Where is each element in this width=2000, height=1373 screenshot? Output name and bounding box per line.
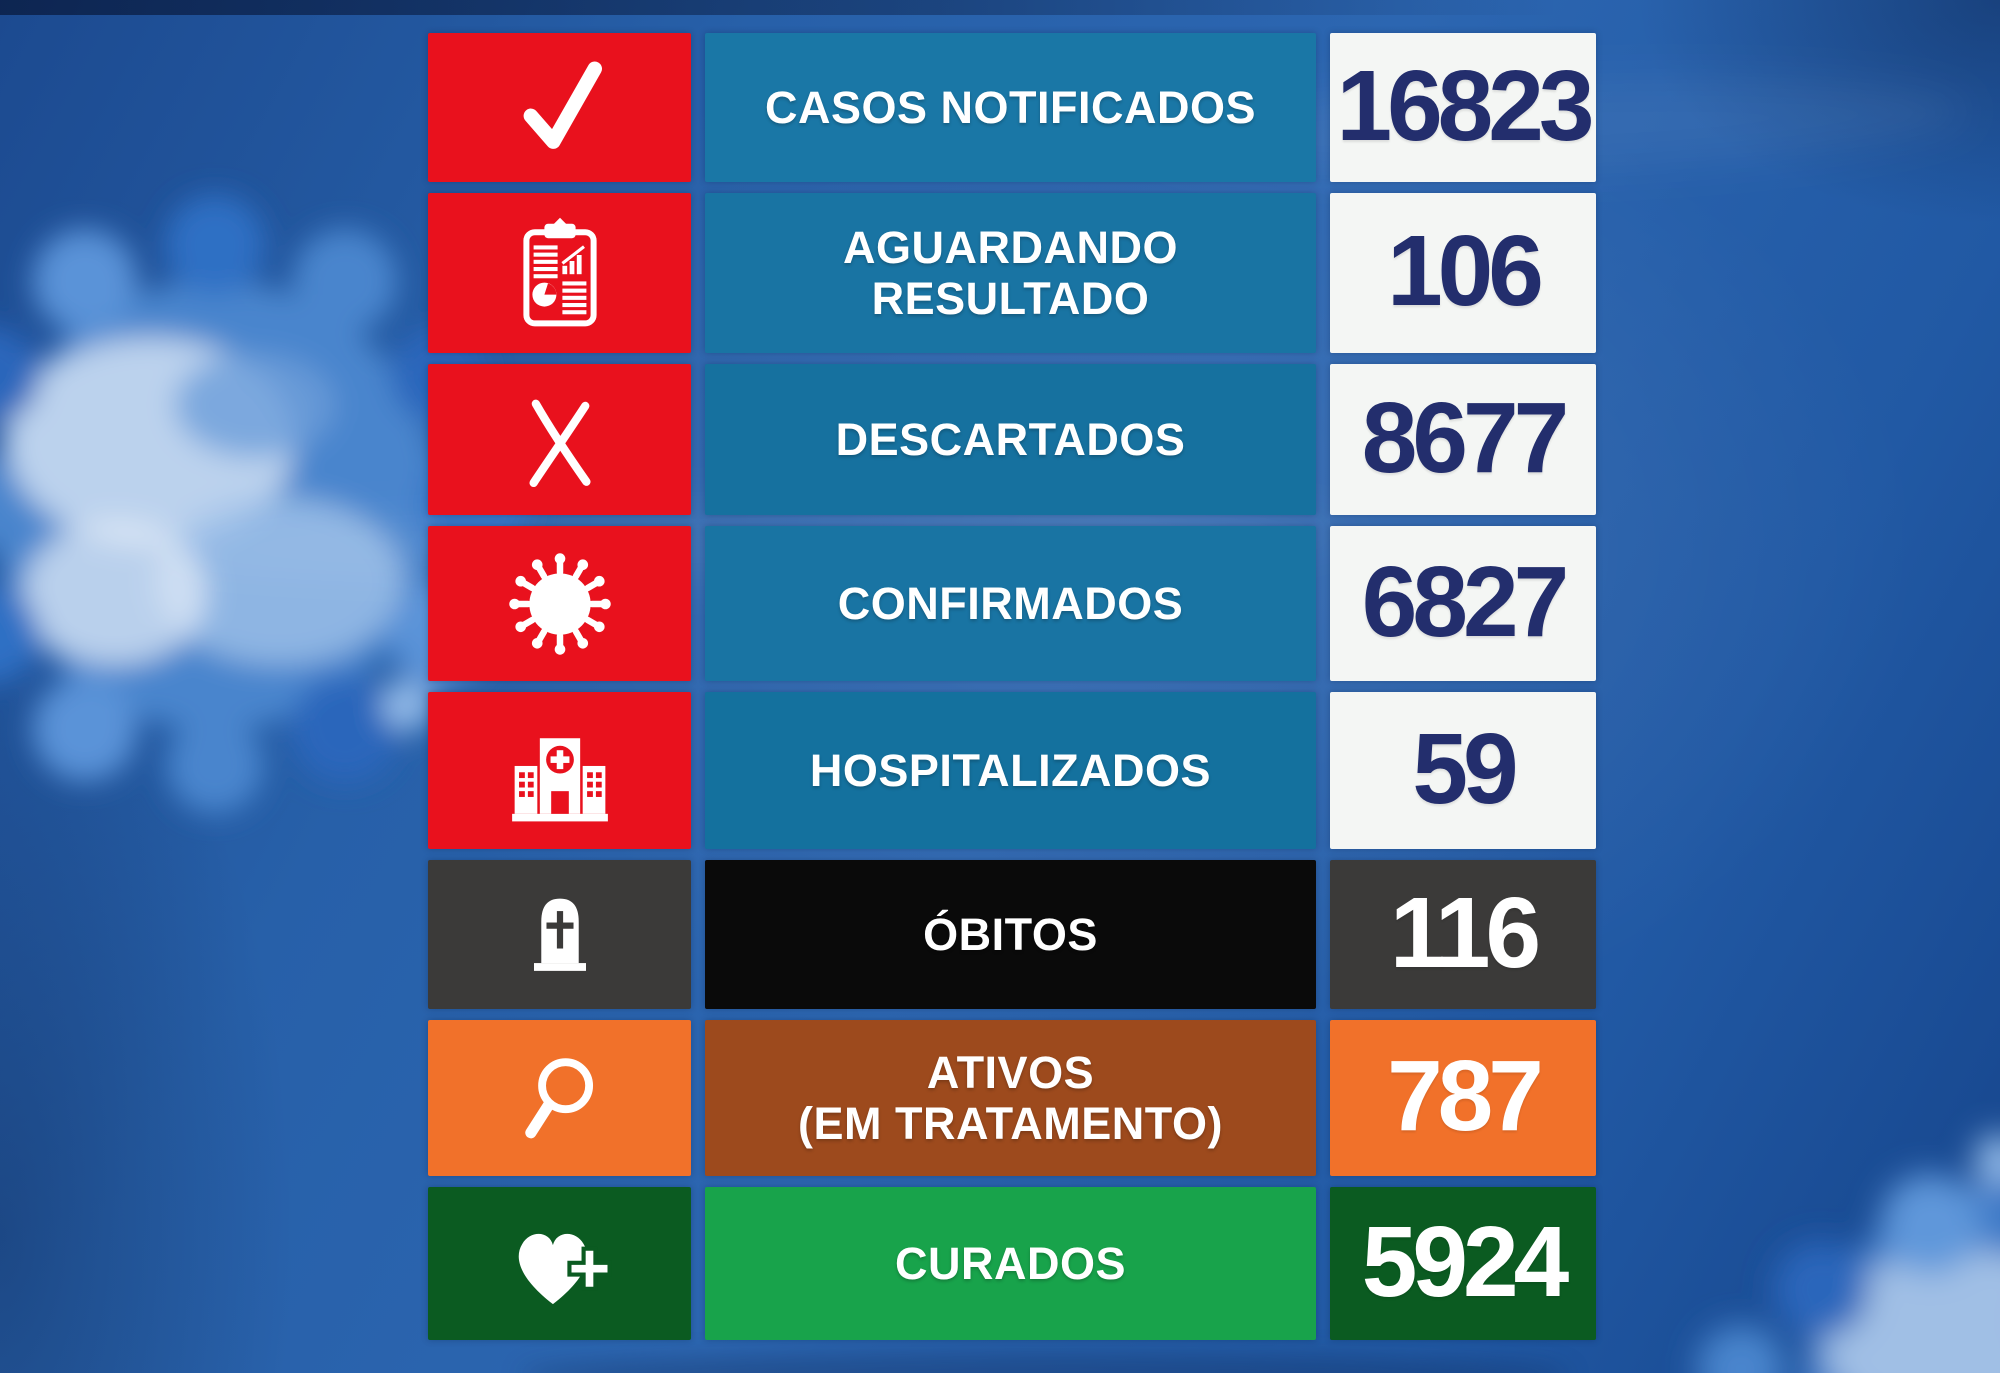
row-value-text: 16823 <box>1336 49 1594 162</box>
tombstone-icon <box>533 898 586 971</box>
row-label-text: AGUARDANDO <box>843 221 1178 273</box>
row-label-text: ATIVOS <box>926 1046 1095 1098</box>
hospital-icon <box>428 692 691 849</box>
x-mark-icon <box>528 399 591 487</box>
heart-plus-icon <box>518 1233 612 1304</box>
row-label: DESCARTADOS <box>705 364 1316 515</box>
row-value-text: 787 <box>1387 1040 1544 1152</box>
stats-board: CASOS NOTIFICADOS 16823 <box>428 33 1596 1340</box>
x-mark-icon <box>428 364 691 515</box>
row-label: CONFIRMADOS <box>705 526 1316 681</box>
row-label: AGUARDANDO RESULTADO <box>705 193 1316 353</box>
row-value-text: 116 <box>1389 876 1541 989</box>
clipboard-report-icon <box>428 193 691 353</box>
row-value: 16823 <box>1330 33 1596 182</box>
row-value: 59 <box>1330 692 1596 849</box>
row-label-text: ÓBITOS <box>923 908 1098 960</box>
magnifier-icon <box>524 1058 593 1139</box>
row-label: CASOS NOTIFICADOS <box>705 33 1316 182</box>
bottom-shadow-smudge <box>520 1352 1570 1373</box>
row-value: 6827 <box>1330 526 1596 681</box>
row-value: 116 <box>1330 860 1596 1009</box>
row-value-text: 59 <box>1412 712 1518 825</box>
row-label-text2: (EM TRATAMENTO) <box>798 1098 1223 1149</box>
row-value: 5924 <box>1330 1187 1596 1340</box>
check-icon <box>523 61 602 149</box>
heart-plus-icon <box>428 1187 691 1340</box>
magnifier-icon <box>428 1020 691 1176</box>
row-label-text: CASOS NOTIFICADOS <box>764 81 1257 133</box>
row-label-text: DESCARTADOS <box>835 413 1186 465</box>
row-value-text: 6827 <box>1361 545 1569 658</box>
check-icon <box>428 33 691 182</box>
row-label-text: CONFIRMADOS <box>837 577 1184 629</box>
row-value-text: 5924 <box>1361 1205 1569 1318</box>
row-value-text: 8677 <box>1361 381 1569 494</box>
row-label: ATIVOS (EM TRATAMENTO) <box>705 1020 1316 1176</box>
tombstone-icon <box>428 860 691 1009</box>
virus-icon <box>428 526 691 681</box>
row-label-text: HOSPITALIZADOS <box>809 744 1212 796</box>
row-label: ÓBITOS <box>705 860 1316 1009</box>
virus-icon <box>508 552 611 655</box>
top-shadow-band <box>0 0 1560 15</box>
row-label: CURADOS <box>705 1187 1316 1340</box>
row-value: 106 <box>1330 193 1596 353</box>
hospital-icon <box>511 737 608 821</box>
row-value-text: 106 <box>1387 215 1544 327</box>
row-label: HOSPITALIZADOS <box>705 692 1316 849</box>
row-label-text: CURADOS <box>894 1237 1126 1289</box>
coronavirus-decoration-bottom-right <box>1697 1133 2000 1373</box>
row-label-text2: RESULTADO <box>871 273 1150 324</box>
row-value: 8677 <box>1330 364 1596 515</box>
row-value: 787 <box>1330 1020 1596 1176</box>
clipboard-report-icon <box>522 217 597 327</box>
